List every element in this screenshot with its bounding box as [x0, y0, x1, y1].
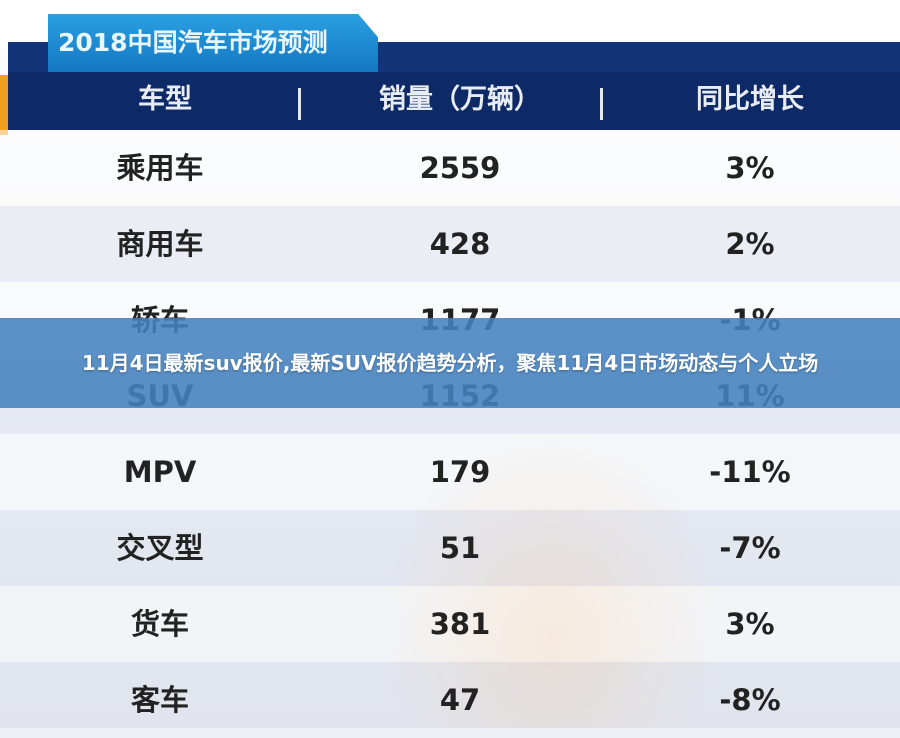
accent-strip: [0, 75, 8, 135]
cell-growth: 3%: [725, 151, 775, 185]
cell-growth: -8%: [719, 683, 781, 717]
cell-sales: 2559: [419, 151, 501, 185]
cell-car-type: 货车: [130, 607, 189, 641]
cell-growth: -7%: [719, 531, 781, 565]
cell-car-type: 交叉型: [116, 531, 204, 565]
cell-sales: 47: [439, 683, 481, 717]
cell-sales: 179: [429, 455, 491, 489]
cell-car-type: 乘用车: [116, 151, 204, 185]
cell-growth: -11%: [709, 455, 791, 489]
cell-sales: 428: [429, 227, 491, 261]
table-title: 2018中国汽车市场预测: [48, 14, 378, 72]
table-row: 客车 47 -8%: [0, 662, 900, 738]
header-divider: [298, 88, 301, 120]
header-growth: 同比增长: [696, 84, 804, 115]
header-sales: 销量（万辆）: [379, 84, 541, 115]
cell-car-type: MPV: [123, 455, 197, 489]
cell-car-type: 商用车: [116, 227, 204, 261]
table-row: MPV 179 -11%: [0, 434, 900, 510]
header-divider: [600, 88, 603, 120]
header-car-type: 车型: [138, 84, 192, 115]
cell-sales: 381: [429, 607, 491, 641]
table-row: 交叉型 51 -7%: [0, 510, 900, 586]
cell-car-type: 客车: [130, 683, 189, 717]
table-row: 商用车 428 2%: [0, 206, 900, 282]
table-row: 货车 381 3%: [0, 586, 900, 662]
cell-sales: 51: [439, 531, 481, 565]
caption-banner: 11月4日最新suv报价,最新SUV报价趋势分析，聚焦11月4日市场动态与个人立…: [0, 318, 900, 408]
table-row: 乘用车 2559 3%: [0, 130, 900, 206]
caption-text: 11月4日最新suv报价,最新SUV报价趋势分析，聚焦11月4日市场动态与个人立…: [81, 351, 819, 375]
cell-growth: 3%: [725, 607, 775, 641]
cell-growth: 2%: [725, 227, 775, 261]
